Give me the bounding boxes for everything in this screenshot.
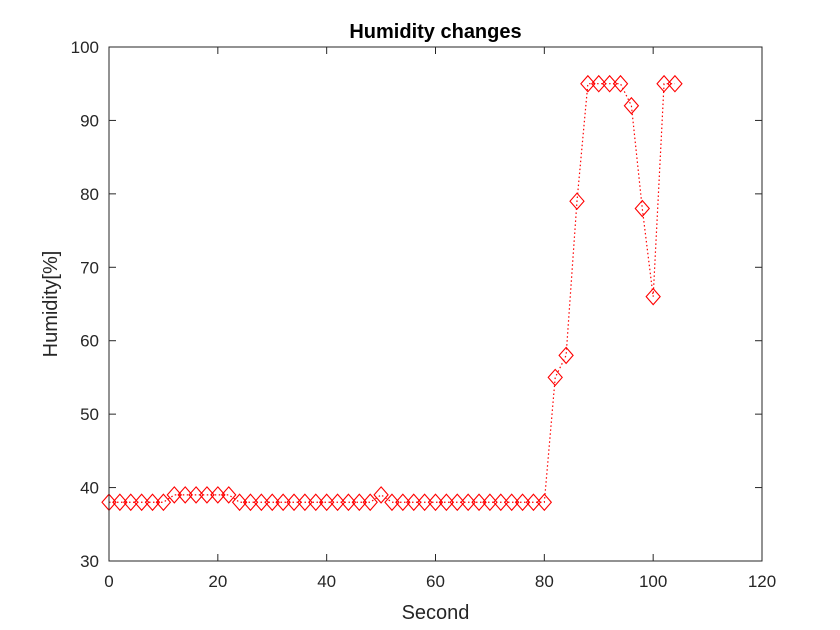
y-tick-label: 40 [80, 479, 99, 498]
data-point-marker [384, 493, 400, 512]
data-point-marker [144, 493, 161, 512]
data-point-marker [351, 493, 368, 512]
data-point-marker [471, 493, 487, 512]
data-point-marker [373, 486, 389, 504]
data-point-marker [253, 493, 270, 512]
data-point-marker [166, 486, 183, 504]
data-point-marker [503, 493, 520, 512]
data-point-marker [580, 74, 596, 93]
x-tick-label: 20 [208, 572, 227, 591]
y-tick-label: 90 [80, 111, 99, 130]
data-point-marker [264, 493, 280, 512]
data-point-marker [123, 493, 139, 512]
data-point-marker [634, 199, 651, 218]
data-point-marker [536, 493, 553, 512]
x-tick-label: 0 [104, 572, 113, 591]
x-axis-label: Second [402, 602, 470, 624]
data-point-marker [275, 493, 291, 512]
data-point-marker [297, 493, 313, 512]
x-tick-label: 60 [426, 572, 445, 591]
data-point-marker [318, 493, 335, 512]
data-point-marker [460, 493, 476, 512]
data-point-marker [667, 74, 683, 93]
data-point-marker [656, 74, 672, 93]
data-point-marker [406, 493, 422, 512]
data-point-marker [612, 74, 629, 93]
data-point-marker [569, 192, 585, 211]
x-tick-label: 120 [748, 572, 776, 591]
data-point-marker [177, 486, 193, 504]
data-point-marker [112, 493, 128, 512]
y-tick-label: 100 [71, 38, 99, 57]
series-layer [101, 74, 683, 512]
data-point-marker [449, 493, 465, 512]
y-tick-label: 60 [80, 332, 99, 351]
x-tick-label: 100 [639, 572, 667, 591]
chart-title: Humidity changes [349, 21, 521, 43]
data-point-marker [220, 486, 237, 504]
data-point-marker [329, 493, 346, 512]
data-point-marker [623, 96, 640, 115]
x-axis: 0 20 40 60 80 100 120 [104, 47, 776, 591]
data-point-marker [133, 493, 150, 512]
data-point-marker [416, 493, 433, 512]
data-point-marker [340, 493, 357, 512]
data-point-marker [308, 493, 324, 512]
y-tick-label: 70 [80, 258, 99, 277]
data-point-marker [493, 493, 509, 512]
data-point-marker [547, 368, 563, 387]
data-point-marker [427, 493, 444, 512]
data-point-marker [645, 287, 661, 306]
data-point-marker [395, 493, 411, 512]
x-tick-label: 40 [317, 572, 336, 591]
y-axis: 30 40 50 60 70 80 90 100 [71, 38, 762, 571]
data-point-marker [199, 486, 215, 504]
data-point-marker [601, 74, 618, 93]
y-tick-label: 30 [80, 552, 99, 571]
y-axis-label: Humidity[%] [40, 251, 62, 358]
data-point-marker [362, 493, 378, 512]
plot-area [109, 47, 762, 561]
data-point-marker [188, 486, 204, 504]
data-point-marker [591, 74, 607, 93]
data-point-marker [558, 346, 574, 365]
data-point-marker [482, 493, 498, 512]
y-tick-label: 80 [80, 185, 99, 204]
data-point-marker [286, 493, 302, 512]
data-point-marker [438, 493, 455, 512]
data-point-marker [210, 486, 226, 504]
y-tick-label: 50 [80, 405, 99, 424]
data-point-marker [242, 493, 259, 512]
data-point-marker [514, 493, 531, 512]
x-tick-label: 80 [535, 572, 554, 591]
data-point-marker [231, 493, 248, 512]
data-point-marker [525, 493, 542, 512]
data-point-marker [155, 493, 172, 512]
